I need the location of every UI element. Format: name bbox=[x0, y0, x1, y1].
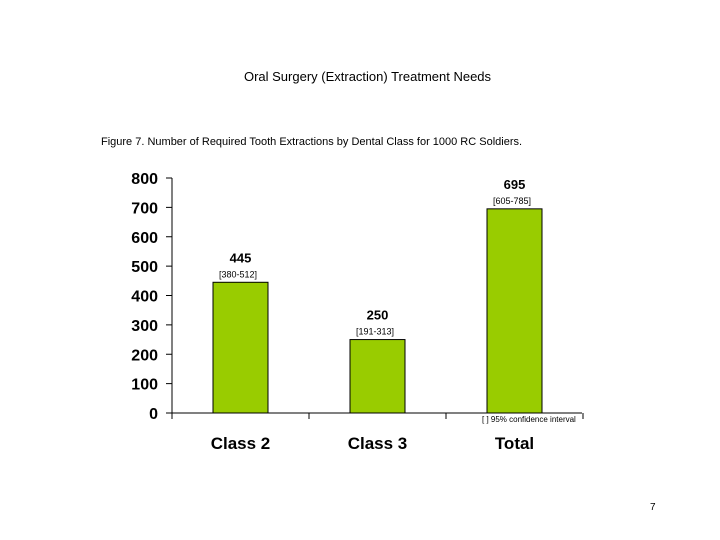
bars bbox=[212, 208, 543, 414]
y-tick-label: 0 bbox=[149, 406, 158, 423]
data-label: 695 bbox=[504, 177, 526, 192]
bar-labels: 445 [380-512] 250 [191-313] 695 [605-785] bbox=[219, 177, 531, 337]
data-label: 445 bbox=[230, 250, 252, 265]
y-tick-label: 400 bbox=[131, 289, 158, 306]
x-tick-label: Class 3 bbox=[348, 434, 408, 453]
x-tick-label: Class 2 bbox=[211, 434, 271, 453]
confidence-interval-label: [605-785] bbox=[493, 196, 531, 206]
y-tick-label: 200 bbox=[131, 347, 158, 364]
y-tick-label: 600 bbox=[131, 230, 158, 247]
legend-confidence-interval: [ ] 95% confidence interval bbox=[482, 415, 576, 424]
y-tick-label: 800 bbox=[131, 171, 158, 188]
slide-title: Oral Surgery (Extraction) Treatment Need… bbox=[243, 69, 492, 84]
confidence-interval-label: [191-313] bbox=[356, 327, 394, 337]
data-label: 250 bbox=[367, 308, 389, 323]
confidence-interval-label: [380-512] bbox=[219, 269, 257, 279]
y-tick-label: 700 bbox=[131, 200, 158, 217]
bar-total bbox=[486, 208, 543, 414]
figure-caption: Figure 7. Number of Required Tooth Extra… bbox=[101, 136, 523, 148]
y-tick-label: 300 bbox=[131, 318, 158, 335]
bar-class-2 bbox=[212, 281, 269, 414]
page-number: 7 bbox=[650, 502, 656, 513]
y-axis: 0 100 200 300 400 500 600 700 800 bbox=[131, 171, 173, 423]
y-tick-label: 500 bbox=[131, 259, 158, 276]
y-tick-label: 100 bbox=[131, 377, 158, 394]
x-tick-label: Total bbox=[495, 434, 534, 453]
bar-class-3 bbox=[349, 339, 406, 414]
